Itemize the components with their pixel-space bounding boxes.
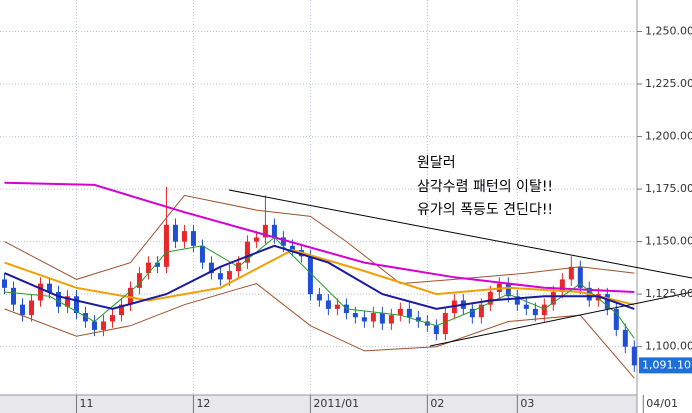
- candle-body: [208, 262, 214, 274]
- y-tick-label: 1,175.00: [645, 182, 692, 195]
- annotation: 유가의 폭등도 견딘다!!: [417, 202, 553, 218]
- candle-body: [577, 266, 583, 288]
- last-value-box: [639, 357, 692, 374]
- candle-body: [55, 292, 61, 307]
- candle-body: [433, 325, 439, 335]
- candle-body: [64, 296, 70, 307]
- indicator-line: [4, 244, 635, 310]
- candle-body: [172, 224, 178, 242]
- candle-body: [271, 224, 277, 238]
- candle-body: [163, 224, 169, 267]
- candle-body: [469, 308, 475, 318]
- x-tick-label: 2011/01: [313, 397, 359, 410]
- candle-body: [37, 283, 43, 301]
- candle-body: [109, 315, 115, 322]
- candle-body: [190, 231, 196, 246]
- candle-body: [487, 292, 493, 305]
- indicator-line: [4, 236, 635, 339]
- candle-body: [325, 300, 331, 309]
- candle-body: [631, 346, 637, 366]
- candle-body: [10, 287, 16, 305]
- candle-body: [145, 262, 151, 274]
- candle-body: [307, 256, 313, 295]
- candle-body: [379, 313, 385, 324]
- marks: [1, 181, 637, 379]
- candle-body: [442, 313, 448, 335]
- candle-body: [199, 245, 205, 263]
- candle-body: [406, 308, 412, 318]
- x-tick-label: 02: [430, 397, 444, 410]
- candle-body: [604, 294, 610, 309]
- candle-body: [253, 237, 259, 242]
- x-axis-strip: [0, 395, 637, 413]
- candle-body: [415, 317, 421, 322]
- candle-body: [397, 308, 403, 316]
- candle-body: [154, 262, 160, 267]
- candle-body: [46, 283, 52, 293]
- y-tick-label: 1,225.00: [645, 77, 692, 90]
- candle-body: [73, 296, 79, 314]
- candle-body: [505, 283, 511, 297]
- candle-body: [613, 308, 619, 330]
- annotation: 원달러: [417, 155, 456, 171]
- candle-body: [388, 315, 394, 324]
- indicator-line: [4, 248, 635, 306]
- candle-body: [181, 231, 187, 242]
- candle-body: [532, 308, 538, 316]
- indicator-line: [4, 181, 635, 293]
- x-tick-label: 04/01: [646, 397, 678, 410]
- candle-body: [541, 304, 547, 316]
- candle-body: [100, 321, 106, 330]
- y-tick-label: 1,250.00: [645, 25, 692, 38]
- candle-body: [280, 237, 286, 246]
- candle-body: [352, 313, 358, 318]
- candle-body: [82, 313, 88, 322]
- candle-body: [568, 266, 574, 280]
- trend-line-lower: [429, 291, 692, 347]
- candle-body: [550, 292, 556, 305]
- candle-body: [370, 313, 376, 322]
- candle-body: [19, 304, 25, 316]
- candle-body: [217, 273, 223, 280]
- x-tick-label: 12: [196, 397, 210, 410]
- y-tick-label: 1,150.00: [645, 235, 692, 248]
- labels: 1,100.00 1,125.00 1,150.00 1,175.00 1,200.00…: [75, 25, 692, 413]
- candle-body: [91, 321, 97, 330]
- x-tick-label: 03: [520, 397, 534, 410]
- y-tick-label: 1,200.00: [645, 130, 692, 143]
- indicator-line: [4, 283, 635, 379]
- candle-body: [514, 296, 520, 305]
- candle-body: [118, 304, 124, 316]
- y-tick-label: 1,125.00: [645, 287, 692, 300]
- candle-body: [478, 304, 484, 318]
- candle-body: [361, 317, 367, 322]
- candle-body: [28, 300, 34, 316]
- y-tick-label: 1,100.00: [645, 340, 692, 353]
- candle-body: [622, 329, 628, 347]
- candle-body: [316, 294, 322, 301]
- candle-body: [289, 245, 295, 251]
- candle-body: [1, 279, 7, 288]
- indicator-line: [4, 194, 635, 285]
- candle-body: [226, 271, 232, 280]
- trend-line-upper: [228, 189, 692, 279]
- candle-body: [523, 304, 529, 309]
- annotation: 삼각수렴 패턴의 이탈!!: [417, 179, 553, 195]
- candle-body: [559, 279, 565, 293]
- candle-body: [262, 224, 268, 238]
- candle-body: [136, 273, 142, 288]
- candle-body: [127, 287, 133, 305]
- candle-body: [334, 304, 340, 309]
- x-tick-label: 11: [79, 397, 93, 410]
- candle-body: [244, 241, 250, 263]
- last-value-label: 1,091.10: [642, 358, 691, 371]
